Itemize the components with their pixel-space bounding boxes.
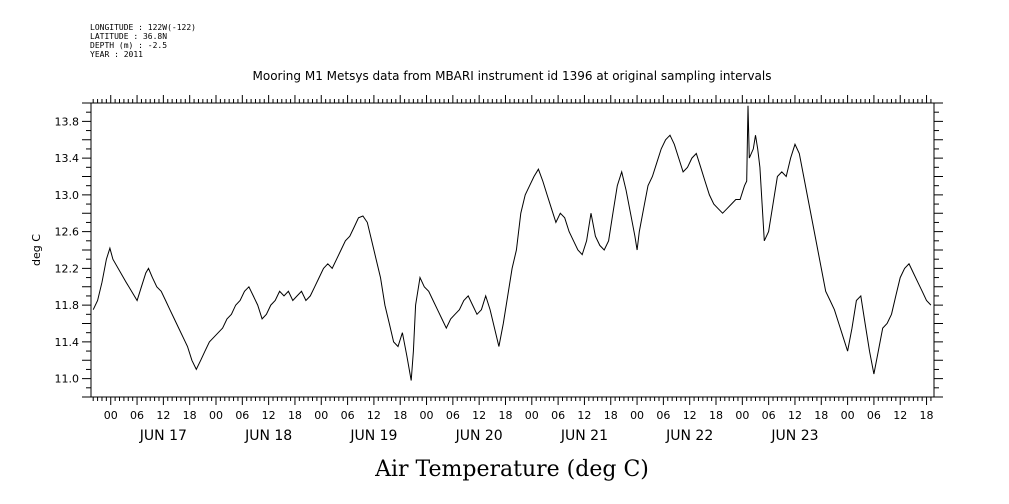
x-day-label: JUN 23 [770, 428, 818, 444]
x-day-label: JUN 20 [455, 428, 503, 444]
air-temperature-line [92, 105, 932, 381]
y-axis-label: deg C [30, 234, 43, 266]
y-axis: 11.0 11.4 11.8 12.2 12.6 13.0 13.4 13.8 [55, 102, 943, 398]
x-day-label: JUN 21 [560, 428, 608, 444]
x-hour-label: 00 [525, 409, 539, 422]
x-hour-label: 00 [209, 409, 223, 422]
x-hour-label: 00 [841, 409, 855, 422]
meta-longitude: LONGITUDE : 122W(-122) [90, 23, 196, 32]
x-hour-label: 18 [183, 409, 197, 422]
y-tick-label: 13.4 [55, 152, 80, 165]
x-hour-label: 18 [498, 409, 512, 422]
x-hour-label: 06 [130, 409, 144, 422]
x-hour-label: 00 [104, 409, 118, 422]
x-hour-label: 12 [577, 409, 591, 422]
x-hour-label: 06 [235, 409, 249, 422]
x-hour-label: 18 [920, 409, 934, 422]
x-hour-label: 18 [814, 409, 828, 422]
x-hour-label: 06 [762, 409, 776, 422]
x-hour-label: 12 [683, 409, 697, 422]
x-hour-label: 00 [314, 409, 328, 422]
x-day-label: JUN 17 [139, 428, 187, 444]
x-hour-label: 12 [156, 409, 170, 422]
x-hour-label: 12 [788, 409, 802, 422]
x-hour-label: 00 [420, 409, 434, 422]
x-axis: 00 06 12 18 00 06 12 18 00 06 12 18 00 06 12 18 00 06 12 18… [92, 95, 934, 444]
chart-title: Mooring M1 Metsys data from MBARI instru… [253, 69, 772, 83]
x-hour-label: 18 [288, 409, 302, 422]
meta-latitude: LATITUDE : 36.8N [90, 32, 167, 41]
x-day-label: JUN 22 [665, 428, 713, 444]
y-tick-label: 13.0 [55, 189, 80, 202]
x-hour-label: 00 [630, 409, 644, 422]
y-tick-label: 11.8 [55, 299, 80, 312]
x-hour-label: 12 [893, 409, 907, 422]
x-day-label: JUN 18 [244, 428, 292, 444]
plot-frame [90, 102, 935, 398]
x-hour-label: 18 [604, 409, 618, 422]
x-hour-label: 06 [551, 409, 565, 422]
x-hour-label: 06 [867, 409, 881, 422]
x-day-label: JUN 19 [349, 428, 397, 444]
x-hour-label: 12 [367, 409, 381, 422]
mooring-metadata: LONGITUDE : 122W(-122) LATITUDE : 36.8N … [90, 23, 196, 59]
x-hour-label: 06 [656, 409, 670, 422]
y-tick-label: 13.8 [55, 115, 80, 128]
x-hour-label: 12 [472, 409, 486, 422]
meta-year: YEAR : 2011 [90, 50, 143, 59]
x-axis-title: Air Temperature (deg C) [374, 457, 649, 482]
y-tick-label: 12.6 [55, 226, 80, 239]
y-tick-label: 11.0 [55, 373, 80, 386]
x-hour-label: 18 [393, 409, 407, 422]
meta-depth: DEPTH (m) : -2.5 [90, 41, 167, 50]
x-hour-label: 00 [735, 409, 749, 422]
y-tick-label: 12.2 [55, 262, 80, 275]
x-hour-label: 06 [446, 409, 460, 422]
x-hour-label: 18 [709, 409, 723, 422]
y-tick-label: 11.4 [55, 336, 80, 349]
x-hour-label: 12 [262, 409, 276, 422]
x-hour-label: 06 [341, 409, 355, 422]
